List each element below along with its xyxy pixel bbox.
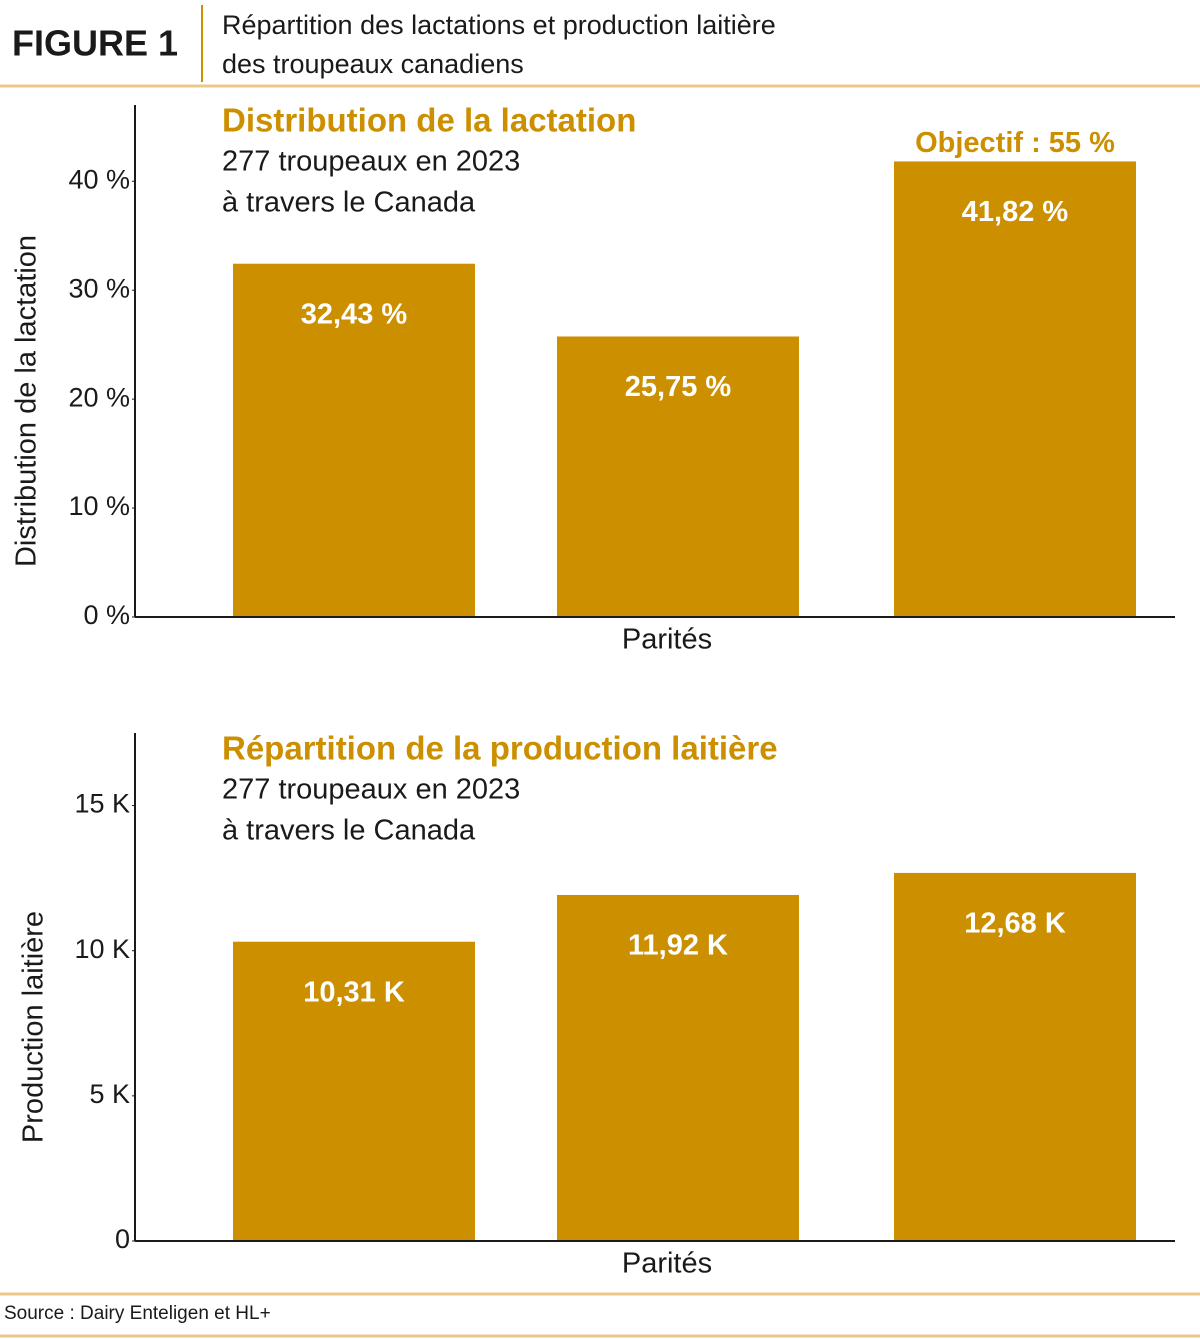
source: Source : Dairy Enteligen et HL+ — [4, 1303, 271, 1324]
x-axis-label: Parités — [622, 1248, 712, 1280]
chart-subtitle: 277 troupeaux en 2023 — [222, 146, 520, 178]
chart-subtitle: 277 troupeaux en 2023 — [222, 774, 520, 806]
figure-label: FIGURE 1 — [12, 23, 178, 64]
y-tick-label: 40 % — [68, 164, 130, 194]
header-title: des troupeaux canadiens — [222, 49, 524, 79]
y-axis-label: Production laitière — [18, 911, 50, 1143]
value-label: 32,43 % — [301, 298, 408, 330]
y-axis-label: Distribution de la lactation — [11, 235, 43, 567]
y-tick-label: 0 — [115, 1224, 130, 1254]
x-axis-label: Parités — [622, 624, 712, 656]
header-title: Répartition des lactations et production… — [222, 10, 776, 40]
value-label: 12,68 K — [964, 908, 1066, 940]
chart-title: Distribution de la lactation — [222, 102, 636, 139]
y-tick-label: 10 % — [68, 491, 130, 521]
value-label: 41,82 % — [962, 196, 1069, 228]
y-tick-label: 0 % — [83, 600, 130, 630]
y-tick-label: 15 K — [74, 789, 130, 819]
chart-subtitle: à travers le Canada — [222, 815, 476, 847]
value-label: 10,31 K — [303, 976, 405, 1008]
y-tick-label: 10 K — [74, 934, 130, 964]
bar — [557, 336, 799, 617]
bar — [557, 894, 799, 1241]
y-tick-label: 30 % — [68, 273, 130, 303]
y-tick-label: 20 % — [68, 382, 130, 412]
bar — [233, 941, 475, 1241]
value-label: 25,75 % — [625, 371, 732, 403]
bar — [233, 263, 475, 617]
chart-subtitle: à travers le Canada — [222, 187, 476, 219]
bar — [894, 161, 1136, 617]
y-tick-label: 5 K — [89, 1079, 130, 1109]
value-label: 11,92 K — [628, 930, 728, 962]
chart-title: Répartition de la production laitière — [222, 730, 778, 767]
annotation: Objectif : 55 % — [915, 127, 1115, 159]
bar — [894, 872, 1136, 1241]
